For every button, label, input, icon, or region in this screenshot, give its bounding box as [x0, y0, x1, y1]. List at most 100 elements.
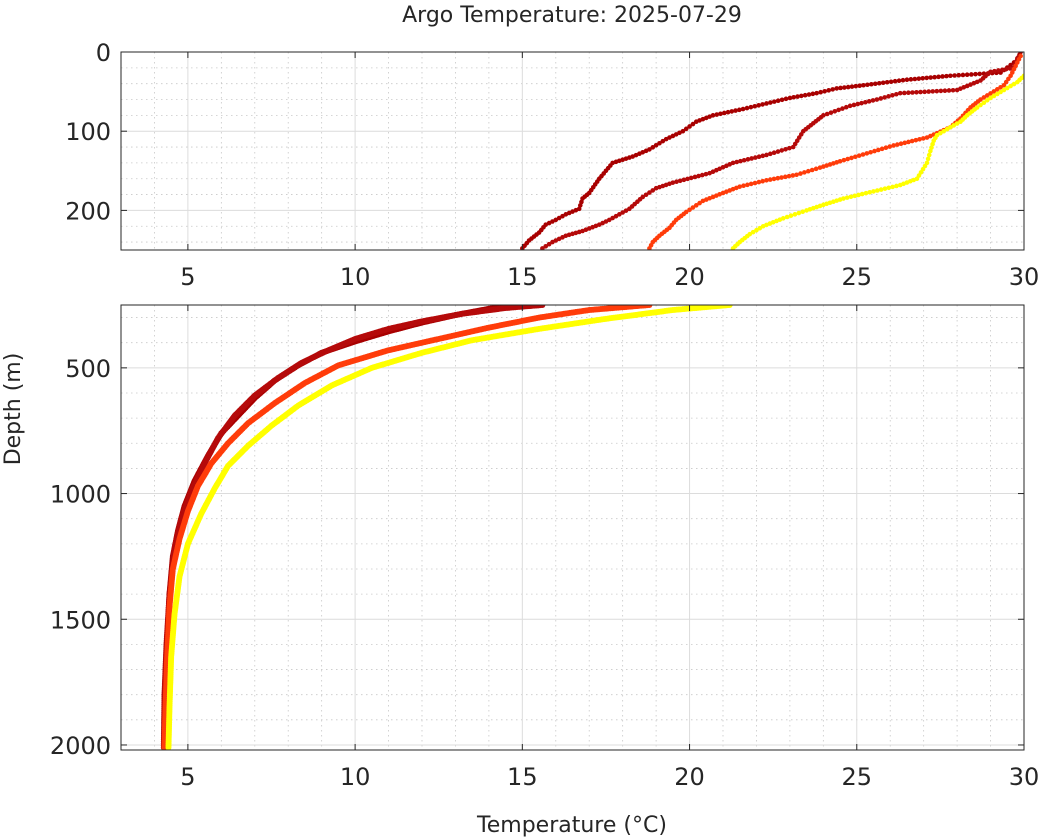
data-point	[994, 91, 1000, 97]
data-point	[677, 178, 683, 184]
top-panel: 5 10 15 20 25 30 0 100 200	[65, 39, 1039, 291]
data-point	[900, 77, 906, 83]
data-point	[690, 205, 696, 210]
data-point	[714, 112, 720, 117]
data-point	[650, 188, 656, 193]
data-point	[683, 126, 689, 132]
data-point	[977, 71, 982, 77]
data-point	[805, 168, 811, 174]
data-point	[733, 108, 738, 113]
data-point	[861, 82, 866, 88]
data-point	[693, 203, 699, 208]
data-point	[869, 81, 874, 87]
data-point	[996, 68, 1001, 73]
data-point	[783, 147, 788, 152]
data-point	[681, 177, 687, 183]
data-point	[879, 146, 885, 152]
data-point	[795, 94, 800, 99]
data-point	[653, 185, 659, 191]
data-point	[991, 89, 997, 94]
data-point	[944, 126, 950, 132]
data-point	[960, 72, 966, 78]
data-point	[882, 186, 888, 191]
data-point	[663, 136, 669, 142]
x-tick-label: 25	[842, 763, 873, 791]
data-point	[942, 88, 948, 93]
data-point	[790, 173, 796, 178]
x-tick-label: 20	[674, 263, 705, 291]
data-point	[760, 102, 765, 107]
data-point	[779, 148, 785, 153]
data-point	[948, 73, 953, 79]
data-point	[768, 100, 773, 105]
data-point	[906, 139, 911, 145]
data-point	[647, 246, 652, 250]
data-point	[788, 213, 794, 218]
data-point	[958, 119, 963, 124]
data-point	[926, 89, 931, 94]
data-point	[866, 99, 872, 104]
x-tick-label: 10	[340, 263, 371, 291]
data-point	[744, 105, 750, 111]
data-point	[824, 111, 830, 117]
y-tick-label: 200	[65, 197, 111, 225]
data-point	[902, 90, 907, 96]
data-point	[760, 153, 766, 159]
data-point	[707, 170, 712, 176]
data-point	[693, 119, 699, 124]
data-point	[737, 107, 742, 113]
data-point	[894, 142, 900, 147]
data-point	[802, 170, 807, 175]
data-point	[897, 182, 903, 188]
y-tick-label: 1000	[50, 481, 111, 509]
data-point	[859, 191, 865, 197]
data-point	[657, 140, 662, 146]
data-point	[938, 88, 944, 94]
data-point	[685, 176, 690, 182]
data-point	[750, 229, 756, 235]
data-point	[822, 88, 827, 94]
series-profile-4	[730, 73, 1024, 250]
data-point	[790, 144, 796, 150]
data-point	[1008, 62, 1013, 68]
data-point	[981, 100, 987, 105]
data-point	[873, 81, 878, 87]
data-point	[660, 138, 666, 144]
data-point	[876, 80, 882, 86]
data-point	[745, 182, 750, 188]
data-point	[856, 153, 862, 158]
data-point	[543, 244, 549, 249]
data-point	[890, 184, 895, 190]
data-point	[948, 124, 953, 130]
data-point	[749, 156, 754, 161]
x-tick-label: 20	[674, 763, 705, 791]
data-point	[1001, 82, 1007, 88]
data-point	[809, 167, 815, 173]
data-point	[692, 174, 698, 180]
data-point	[853, 154, 858, 160]
data-point	[978, 102, 983, 108]
data-point	[540, 246, 545, 250]
data-point	[791, 94, 797, 100]
data-point	[898, 141, 904, 146]
y-tick-label: 2000	[50, 732, 111, 760]
data-point	[848, 194, 854, 200]
data-point	[806, 92, 812, 97]
series-profile-1	[520, 52, 1023, 250]
data-point	[560, 213, 565, 219]
data-point	[886, 94, 891, 99]
series-profile-4	[165, 305, 733, 750]
data-point	[752, 103, 758, 109]
data-point	[845, 156, 850, 162]
data-point	[754, 227, 759, 233]
data-point	[764, 178, 769, 183]
data-point	[613, 213, 619, 219]
plot-area	[121, 305, 1024, 750]
data-point	[859, 100, 864, 106]
data-point	[838, 85, 843, 91]
data-point	[1003, 66, 1009, 72]
data-point	[798, 171, 803, 176]
data-point	[764, 101, 769, 106]
chart-title: Argo Temperature: 2025-07-29	[402, 3, 742, 28]
data-point	[1008, 83, 1013, 89]
